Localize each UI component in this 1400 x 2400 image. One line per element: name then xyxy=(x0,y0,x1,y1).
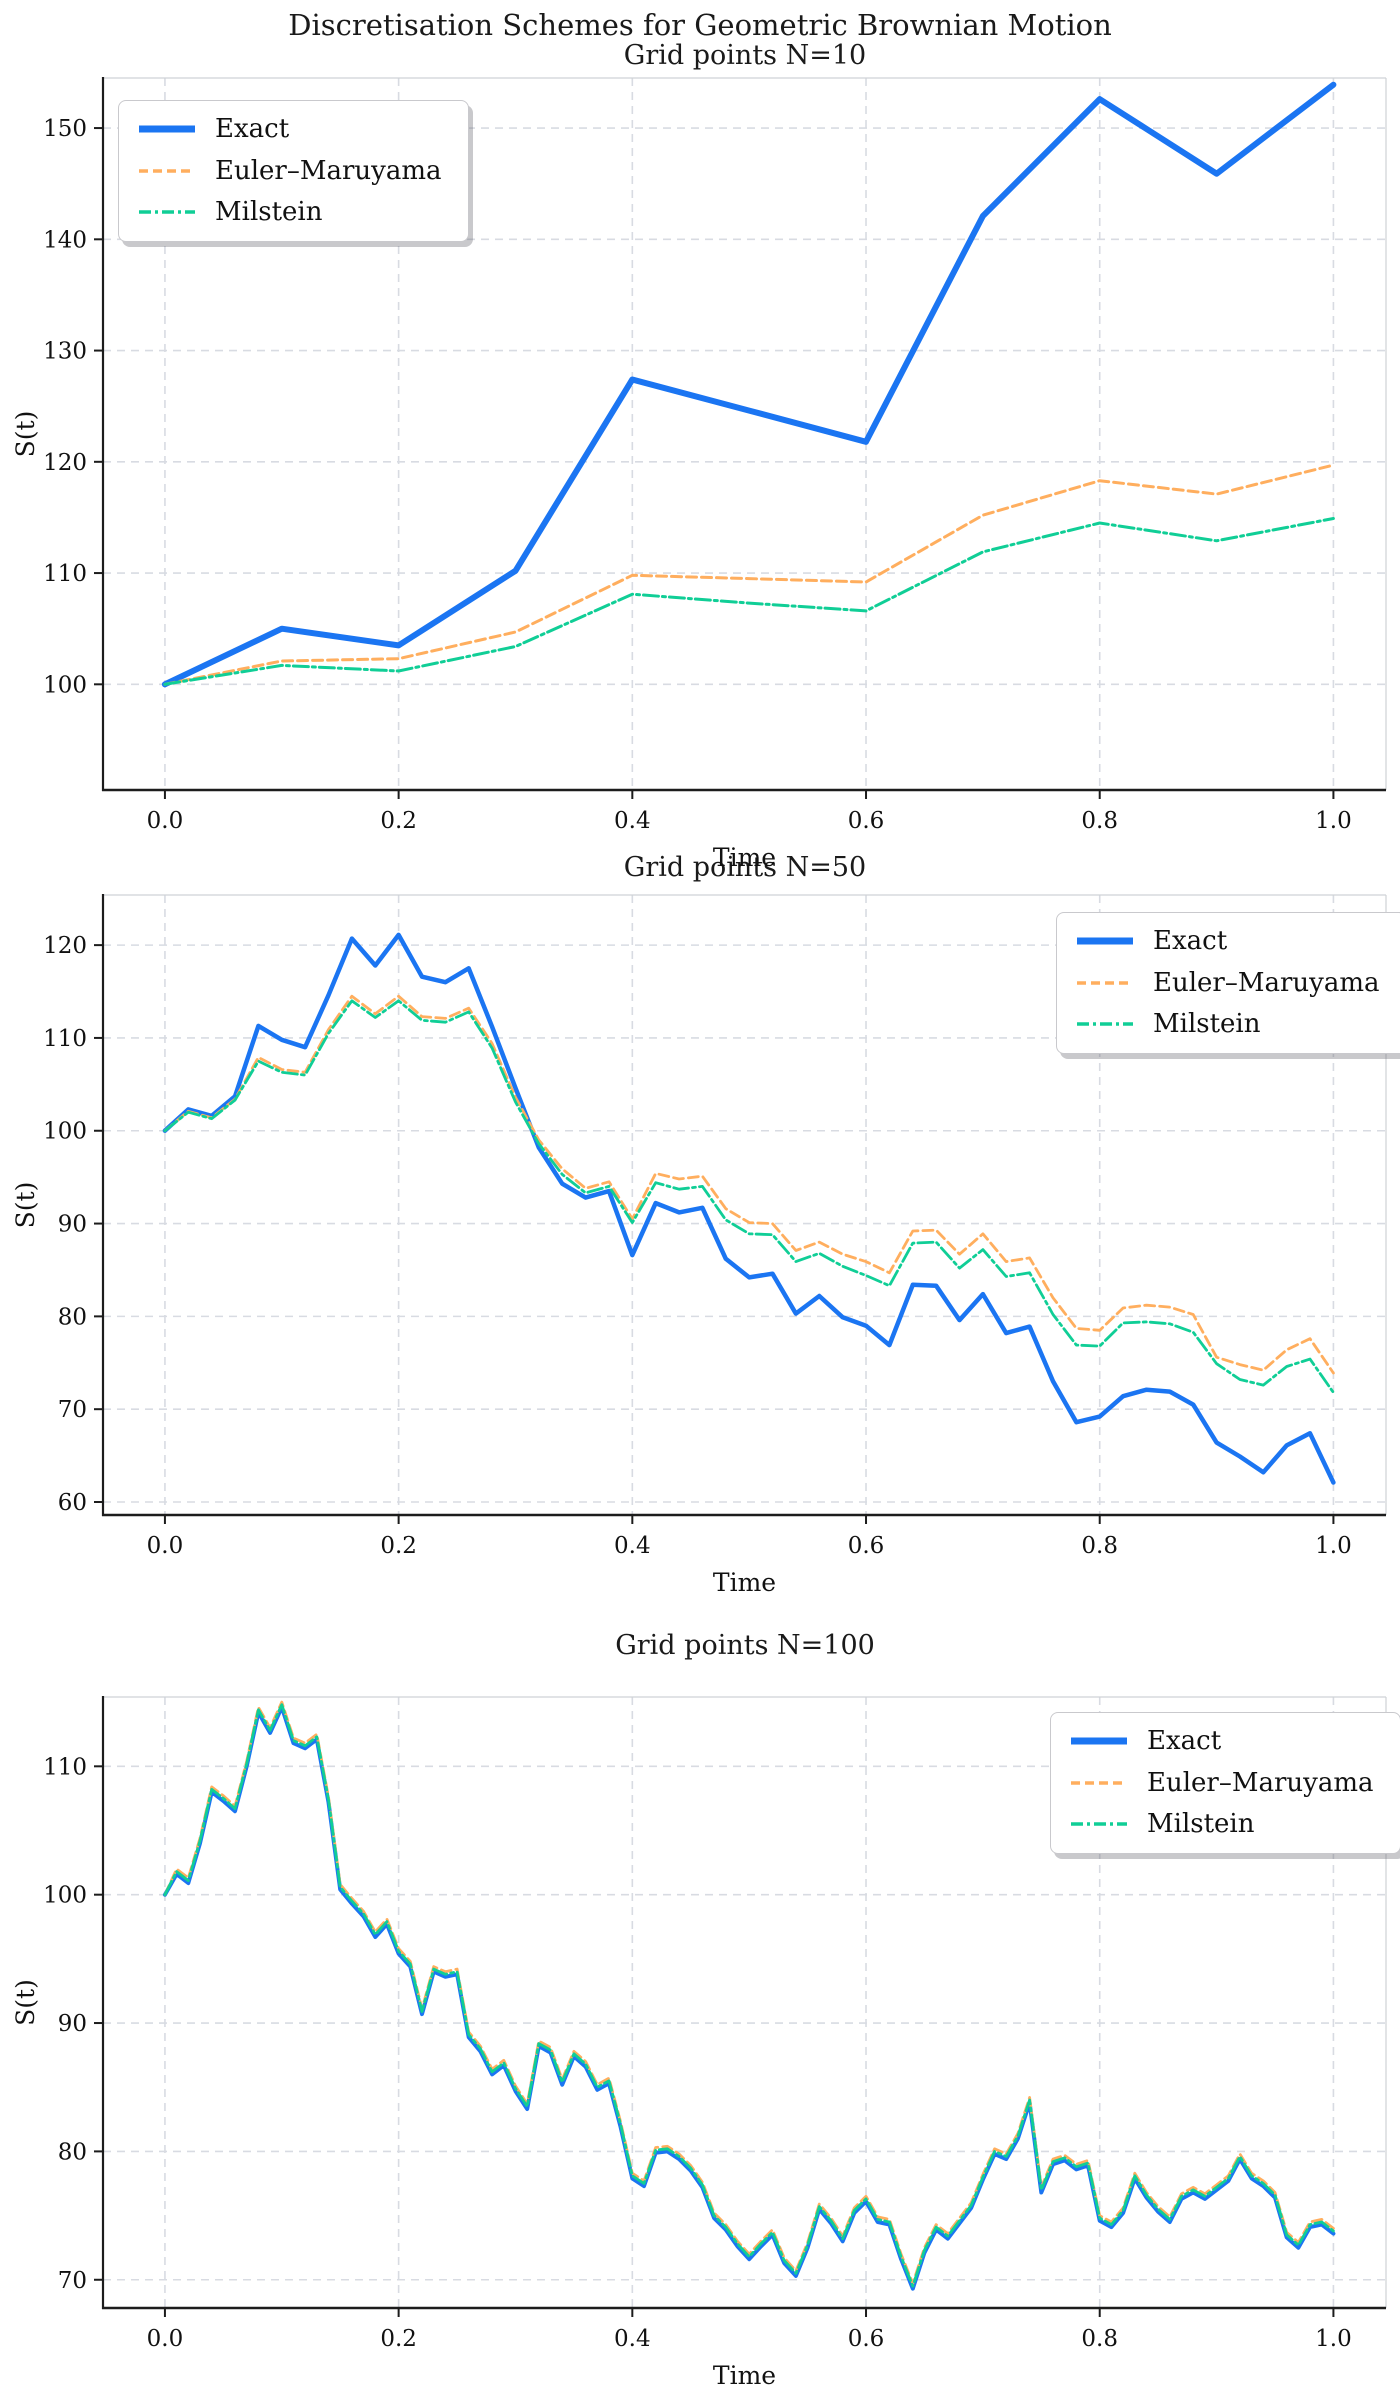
svg-text:1.0: 1.0 xyxy=(1315,808,1352,834)
legend-label-milstein: Milstein xyxy=(215,197,323,228)
svg-text:110: 110 xyxy=(43,1026,87,1052)
svg-text:70: 70 xyxy=(58,1397,87,1423)
legend-item-milstein: Milstein xyxy=(1069,1810,1374,1839)
legend-item-exact: Exact xyxy=(1075,927,1380,956)
svg-text:1.0: 1.0 xyxy=(1315,1533,1352,1559)
euler-line-swatch-icon xyxy=(1071,1781,1127,1785)
legend-item-exact: Exact xyxy=(137,115,442,144)
subplot-2-title: Grid points N=50 xyxy=(623,852,867,883)
legend-label-euler: Euler–Maruyama xyxy=(1147,1767,1374,1798)
legend-label-euler: Euler–Maruyama xyxy=(215,155,442,186)
svg-text:0.0: 0.0 xyxy=(147,1533,184,1559)
legend-subplot-3: Exact Euler–Maruyama Milstein xyxy=(1050,1712,1400,1854)
svg-text:120: 120 xyxy=(43,450,87,476)
euler-line-swatch-icon xyxy=(139,169,195,173)
svg-text:0.6: 0.6 xyxy=(848,1533,885,1559)
legend-item-milstein: Milstein xyxy=(137,198,442,227)
svg-text:0.4: 0.4 xyxy=(614,2326,651,2352)
svg-text:120: 120 xyxy=(43,933,87,959)
svg-text:80: 80 xyxy=(58,1304,87,1330)
svg-text:0.8: 0.8 xyxy=(1081,1533,1118,1559)
svg-text:90: 90 xyxy=(58,2011,87,2037)
legend-label-milstein: Milstein xyxy=(1147,1809,1255,1840)
legend-item-euler: Euler–Maruyama xyxy=(137,155,442,186)
svg-text:Time: Time xyxy=(713,2361,776,2390)
svg-text:S(t): S(t) xyxy=(11,1182,40,1229)
svg-text:S(t): S(t) xyxy=(11,1979,40,2026)
milstein-line-swatch-icon xyxy=(1071,1822,1127,1827)
legend-subplot-1: Exact Euler–Maruyama Milstein xyxy=(118,100,469,242)
svg-text:60: 60 xyxy=(58,1490,87,1516)
svg-text:S(t): S(t) xyxy=(11,411,40,458)
svg-text:100: 100 xyxy=(43,1883,87,1909)
legend-item-exact: Exact xyxy=(1069,1727,1374,1756)
milstein-line-swatch-icon xyxy=(139,210,195,215)
svg-text:0.8: 0.8 xyxy=(1081,2326,1118,2352)
svg-text:110: 110 xyxy=(43,1754,87,1780)
svg-text:100: 100 xyxy=(43,672,87,698)
legend-item-euler: Euler–Maruyama xyxy=(1069,1767,1374,1798)
svg-text:140: 140 xyxy=(43,227,87,253)
svg-text:0.0: 0.0 xyxy=(147,808,184,834)
exact-line-swatch-icon xyxy=(139,125,195,133)
svg-text:0.6: 0.6 xyxy=(848,808,885,834)
svg-text:80: 80 xyxy=(58,2139,87,2165)
svg-text:0.8: 0.8 xyxy=(1081,808,1118,834)
legend-subplot-2: Exact Euler–Maruyama Milstein xyxy=(1056,912,1400,1054)
svg-text:150: 150 xyxy=(43,116,87,142)
figure-suptitle: Discretisation Schemes for Geometric Bro… xyxy=(288,8,1112,42)
legend-label-milstein: Milstein xyxy=(1153,1009,1261,1040)
svg-text:1.0: 1.0 xyxy=(1315,2326,1352,2352)
svg-text:0.2: 0.2 xyxy=(380,808,417,834)
milstein-line-swatch-icon xyxy=(1077,1022,1133,1027)
svg-text:0.6: 0.6 xyxy=(848,2326,885,2352)
svg-text:100: 100 xyxy=(43,1119,87,1145)
exact-line-swatch-icon xyxy=(1077,937,1133,945)
svg-text:0.4: 0.4 xyxy=(614,808,651,834)
euler-line-swatch-icon xyxy=(1077,981,1133,985)
subplot-1-title: Grid points N=10 xyxy=(623,40,867,71)
legend-label-exact: Exact xyxy=(1153,926,1228,956)
exact-line-swatch-icon xyxy=(1071,1737,1127,1745)
legend-item-milstein: Milstein xyxy=(1075,1010,1380,1039)
legend-item-euler: Euler–Maruyama xyxy=(1075,967,1380,998)
svg-text:110: 110 xyxy=(43,561,87,587)
svg-text:0.2: 0.2 xyxy=(380,1533,417,1559)
svg-text:0.0: 0.0 xyxy=(147,2326,184,2352)
svg-text:130: 130 xyxy=(43,339,87,365)
svg-text:Time: Time xyxy=(713,843,776,872)
svg-text:0.4: 0.4 xyxy=(614,1533,651,1559)
svg-text:0.2: 0.2 xyxy=(380,2326,417,2352)
svg-text:70: 70 xyxy=(58,2268,87,2294)
legend-label-euler: Euler–Maruyama xyxy=(1153,967,1380,998)
svg-text:Time: Time xyxy=(713,1568,776,1597)
subplot-3-title: Grid points N=100 xyxy=(615,1630,875,1661)
legend-label-exact: Exact xyxy=(1147,1726,1222,1756)
legend-label-exact: Exact xyxy=(215,114,290,144)
svg-text:90: 90 xyxy=(58,1212,87,1238)
